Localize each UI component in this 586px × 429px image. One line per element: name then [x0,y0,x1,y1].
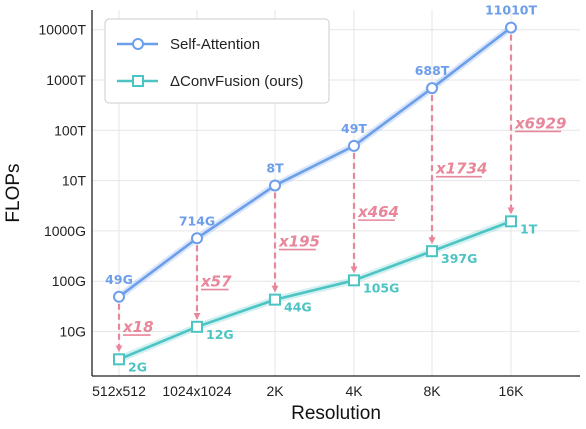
data-point-circle [505,21,517,34]
legend-marker-square [132,75,144,87]
legend-box [104,18,330,104]
convfusion-value-label: 397G [441,251,477,266]
y-axis-label: FLOPs [3,163,24,222]
ratio-label: x195 [278,233,320,251]
x-tick-label: 16K [499,383,525,399]
data-point-square [113,353,125,366]
convfusion-value-label: 105G [363,280,399,295]
self-attention-value-label: 49T [341,121,367,136]
data-point-square [505,215,517,228]
self-attention-value-label: 49G [105,272,133,287]
series [113,21,517,366]
x-tick-label: 2K [266,383,284,399]
ratio-labels: x18 x57 x195 x464 x1734 x6929 [122,114,566,336]
data-point-circle [191,232,203,245]
data-point-circle [426,82,438,95]
x-tick-label: 512x512 [92,383,146,399]
series-line [118,26,512,298]
y-tick-label: 10G [60,324,86,340]
x-axis-label: Resolution [291,403,381,424]
data-point-circle [269,179,281,192]
series-line [118,220,512,361]
convfusion-value-label: 2G [128,359,147,374]
legend-marker-circle [132,38,144,50]
y-tick-label: 100G [52,273,86,289]
x-tick-label: 1024x1024 [162,383,232,399]
ratio-label: x18 [122,318,154,336]
data-point-square [191,320,203,333]
ratio-label: x57 [200,273,232,291]
convfusion-value-label: 1T [520,221,538,236]
axes [91,10,580,377]
y-tick-label: 10T [62,173,87,189]
y-tick-label: 1000G [44,223,86,239]
y-tick-label: 1000T [46,72,86,88]
ratio-label: x464 [357,203,399,221]
y-tick-labels: 10G 100G 1000G 10T 100T 1000T 10000T [39,22,87,340]
ratio-arrows [115,34,515,353]
x-tick-labels: 512x512 1024x1024 2K 4K 8K 16K [92,383,524,399]
x-tick-label: 8K [423,383,441,399]
self-attention-value-label: 688T [415,63,450,78]
y-tick-label: 10000T [39,22,87,38]
data-labels: 49G 714G 8T 49T 688T 11010T 2G 12G 44G 105G 397G 1T [105,3,538,375]
convfusion-value-label: 12G [206,327,234,342]
y-tick-label: 100T [54,122,86,138]
data-point-circle [348,139,360,152]
data-point-circle [113,290,125,303]
ratio-label: x6929 [514,114,566,132]
x-tick-label: 4K [345,383,363,399]
legend-label: ΔConvFusion (ours) [170,73,303,90]
data-point-square [348,274,360,287]
self-attention-value-label: 714G [179,213,215,228]
ratio-label: x1734 [435,160,487,178]
convfusion-value-label: 44G [284,300,312,315]
self-attention-value-label: 11010T [485,3,537,18]
data-point-square [426,245,438,258]
self-attention-value-label: 8T [266,160,284,175]
legend-label: Self-Attention [170,36,260,53]
data-point-square [269,293,281,306]
legend: Self-Attention ΔConvFusion (ours) [104,18,330,104]
